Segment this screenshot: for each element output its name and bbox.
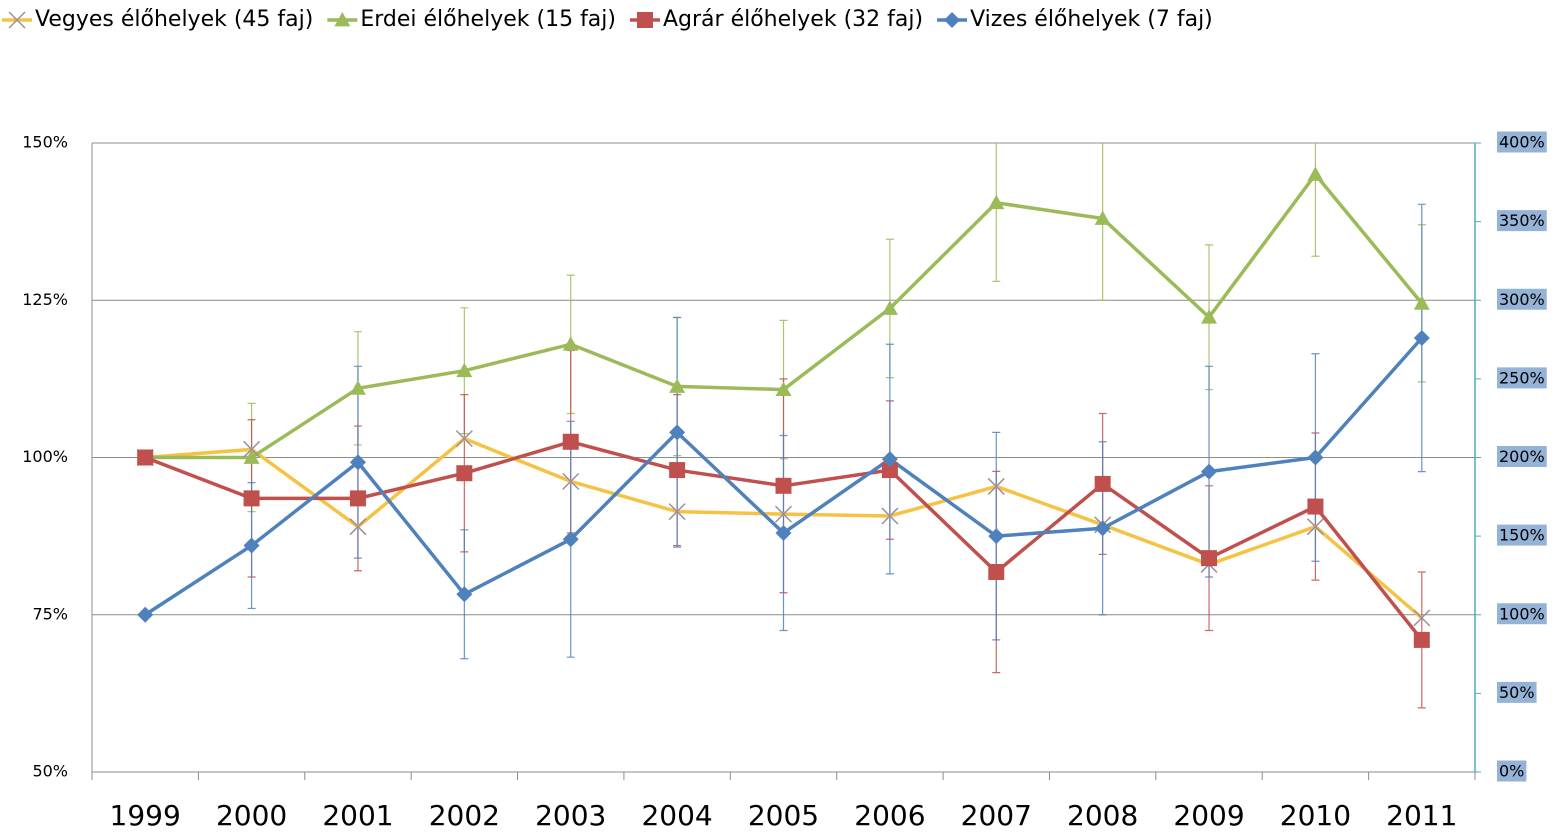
point — [775, 524, 792, 541]
y2-tick-label-bg — [1497, 681, 1537, 703]
y2-tick-label-bg — [1497, 131, 1547, 153]
legend-marker — [334, 12, 351, 27]
point — [455, 430, 473, 448]
y-tick-label: 50% — [32, 762, 68, 781]
y2-tick-label: 300% — [1499, 290, 1545, 309]
y-tick-label: 125% — [22, 290, 68, 309]
point — [1201, 463, 1218, 480]
point — [1307, 449, 1324, 466]
point — [988, 528, 1005, 545]
y2-tick-label-bg — [1497, 210, 1547, 232]
y2-tick-label-bg — [1497, 760, 1527, 782]
legend-label: Vizes élőhelyek (7 faj) — [970, 7, 1213, 32]
point — [987, 477, 1005, 495]
point — [669, 378, 686, 393]
point — [881, 300, 898, 315]
point — [1306, 518, 1324, 536]
point — [669, 462, 686, 479]
x-tick-label: 2007 — [961, 799, 1032, 832]
x-tick-label: 2011 — [1386, 799, 1457, 832]
legend-label: Vegyes élőhelyek (45 faj) — [35, 7, 313, 32]
point — [456, 465, 473, 482]
point — [137, 606, 154, 623]
point — [456, 362, 473, 378]
y-tick-label: 75% — [32, 604, 68, 623]
x-tick-label: 2003 — [535, 799, 606, 832]
y2-tick-label: 100% — [1499, 604, 1545, 623]
point — [1307, 166, 1324, 181]
point — [349, 490, 366, 507]
legend-marker — [637, 12, 653, 28]
legend-marker — [944, 12, 961, 28]
point — [243, 440, 261, 458]
y2-tick-label-bg — [1497, 446, 1547, 467]
point — [1307, 498, 1324, 515]
point — [243, 490, 260, 507]
x-tick-label: 2002 — [429, 799, 500, 832]
point — [1413, 295, 1430, 310]
point — [349, 380, 366, 395]
y2-tick-label: 0% — [1499, 762, 1524, 781]
y-tick-label: 150% — [22, 133, 68, 152]
point — [349, 454, 366, 471]
point — [1094, 520, 1111, 537]
point — [562, 336, 579, 351]
point — [243, 537, 260, 554]
point — [774, 505, 793, 523]
point — [1413, 329, 1430, 346]
x-tick-label: 2005 — [748, 799, 819, 832]
point — [1094, 475, 1111, 492]
point — [562, 472, 580, 490]
point — [243, 449, 260, 464]
x-tick-label: 2009 — [1173, 799, 1244, 832]
y-tick-label: 100% — [22, 447, 68, 466]
point — [1413, 609, 1431, 627]
point — [775, 477, 792, 494]
point — [881, 462, 898, 479]
point — [669, 424, 686, 441]
point — [775, 381, 792, 396]
point — [881, 451, 898, 468]
point — [562, 433, 579, 450]
point — [349, 518, 367, 536]
y2-tick-label-bg — [1497, 603, 1547, 625]
point — [881, 507, 899, 525]
point — [1201, 550, 1218, 567]
x-tick-label: 2006 — [854, 799, 925, 832]
point — [562, 531, 579, 548]
x-tick-label: 2010 — [1280, 799, 1351, 832]
x-tick-label: 2000 — [216, 799, 287, 832]
point — [1201, 309, 1218, 324]
point — [137, 449, 154, 466]
y2-tick-label: 250% — [1499, 368, 1545, 387]
x-tick-label: 2008 — [1067, 799, 1138, 832]
y2-tick-label-bg — [1497, 367, 1547, 389]
y2-tick-label: 150% — [1499, 526, 1545, 545]
point — [456, 586, 473, 603]
point — [1413, 631, 1430, 648]
point — [988, 194, 1005, 210]
y2-tick-label-bg — [1497, 524, 1547, 546]
y2-tick-label: 400% — [1499, 133, 1545, 152]
point — [988, 563, 1005, 580]
y2-tick-label-bg — [1497, 288, 1547, 310]
legend-label: Erdei élőhelyek (15 faj) — [360, 7, 616, 32]
plot-area — [136, 143, 1431, 709]
y2-tick-label: 350% — [1499, 211, 1545, 230]
x-tick-label: 2004 — [641, 799, 712, 832]
legend-marker — [8, 11, 26, 29]
legend-label: Agrár élőhelyek (32 faj) — [663, 7, 923, 32]
y2-tick-label: 50% — [1499, 683, 1535, 702]
x-tick-label: 1999 — [110, 799, 181, 832]
x-tick-label: 2001 — [322, 799, 393, 832]
y2-tick-label: 200% — [1499, 447, 1545, 466]
point — [1094, 210, 1111, 225]
point — [668, 503, 686, 521]
